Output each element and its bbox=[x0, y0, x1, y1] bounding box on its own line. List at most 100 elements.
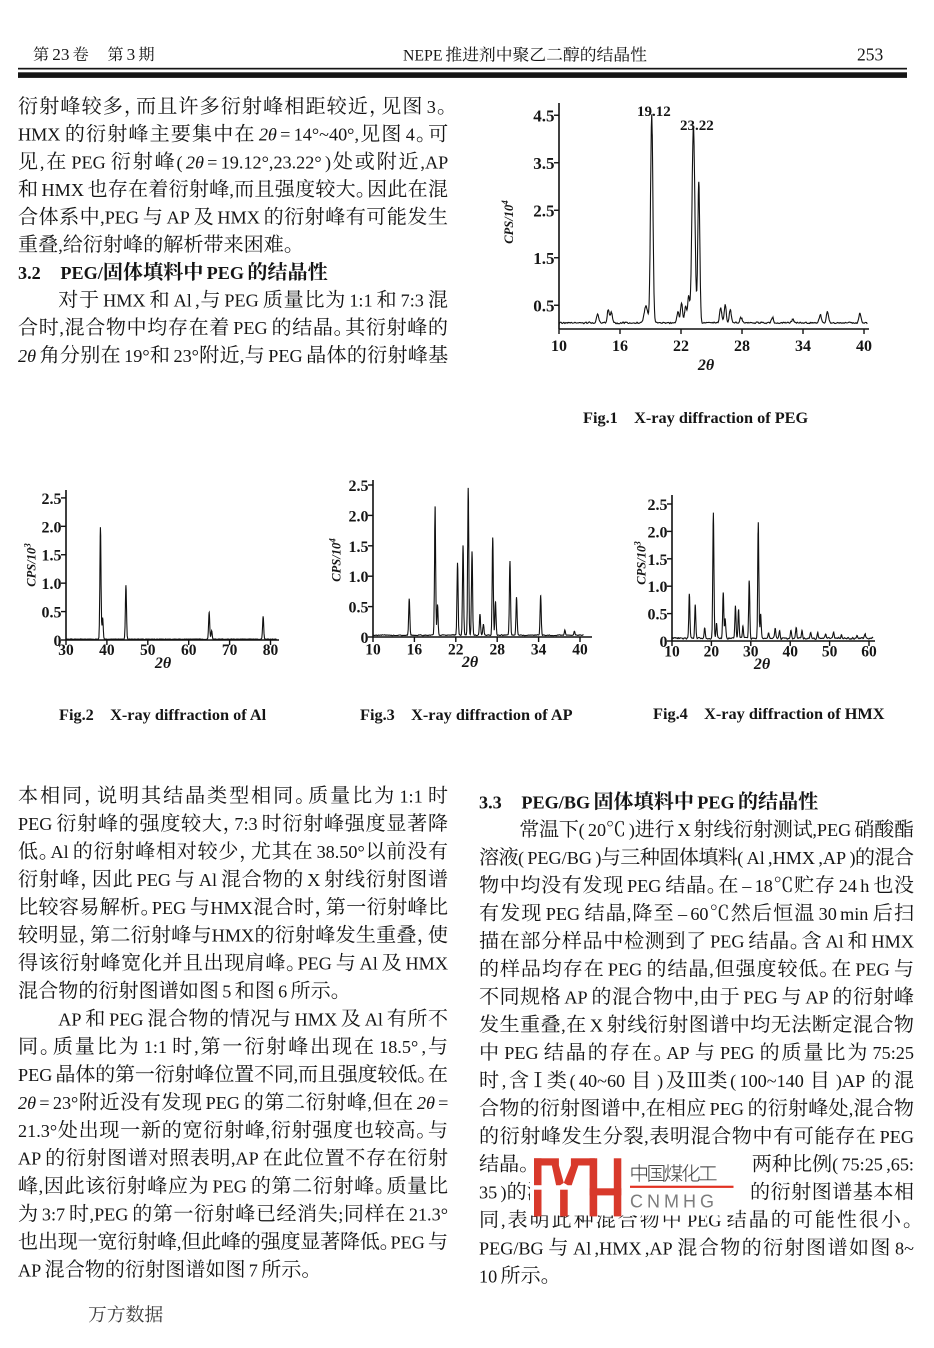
svg-text:22: 22 bbox=[448, 642, 464, 659]
svg-text:40: 40 bbox=[99, 642, 115, 659]
svg-text:14°~40°,: 14°~40°, bbox=[294, 125, 359, 145]
svg-text:2θ: 2θ bbox=[461, 654, 479, 671]
svg-text:AP: AP bbox=[58, 1009, 81, 1029]
svg-text:PEG: PEG bbox=[213, 1177, 247, 1197]
svg-text:,: , bbox=[694, 987, 699, 1007]
svg-text:1.0: 1.0 bbox=[349, 569, 369, 586]
svg-text:HMX: HMX bbox=[406, 954, 448, 974]
svg-text:(: ( bbox=[737, 848, 743, 869]
svg-text:Al: Al bbox=[365, 1009, 383, 1029]
svg-text:PEG: PEG bbox=[608, 960, 642, 980]
svg-text:,: , bbox=[644, 1127, 649, 1147]
svg-text:6: 6 bbox=[278, 981, 287, 1001]
svg-text:PEG/: PEG/ bbox=[60, 263, 103, 283]
svg-text:2θ: 2θ bbox=[417, 1093, 435, 1113]
svg-text:1.5: 1.5 bbox=[42, 548, 62, 565]
svg-text:20: 20 bbox=[704, 644, 720, 661]
svg-text:23°: 23° bbox=[173, 346, 198, 366]
svg-text:18.5°: 18.5° bbox=[379, 1037, 418, 1057]
svg-text:2.5: 2.5 bbox=[349, 478, 369, 495]
svg-text:min: min bbox=[840, 904, 868, 924]
svg-text:19.12: 19.12 bbox=[637, 104, 671, 120]
svg-text:PEG: PEG bbox=[71, 152, 105, 172]
svg-text:,PEG: ,PEG bbox=[90, 1205, 129, 1225]
svg-text:Al: Al bbox=[573, 1238, 591, 1258]
svg-text:1.5: 1.5 bbox=[533, 249, 554, 268]
svg-text:50: 50 bbox=[822, 644, 838, 661]
svg-text:0.5: 0.5 bbox=[533, 296, 554, 315]
svg-text:AP: AP bbox=[666, 1043, 689, 1063]
svg-text:,: , bbox=[59, 318, 64, 338]
svg-text:PEG: PEG bbox=[233, 318, 267, 338]
svg-text:20: 20 bbox=[588, 820, 606, 840]
svg-text:HMX: HMX bbox=[42, 180, 84, 200]
svg-text:21.3°: 21.3° bbox=[18, 1121, 57, 1141]
svg-text:HMX: HMX bbox=[210, 898, 252, 918]
svg-text:(: ( bbox=[570, 1071, 576, 1092]
svg-text:PEG/BG: PEG/BG bbox=[479, 1238, 544, 1258]
svg-text:,: , bbox=[849, 1099, 854, 1119]
svg-text:CNMHG: CNMHG bbox=[630, 1192, 718, 1212]
svg-text:=: = bbox=[438, 1093, 448, 1113]
svg-text:PEG: PEG bbox=[627, 876, 661, 896]
svg-text:PEG: PEG bbox=[18, 814, 52, 834]
svg-text:PEG: PEG bbox=[855, 960, 889, 980]
svg-text:PEG: PEG bbox=[298, 954, 332, 974]
svg-text:40: 40 bbox=[572, 642, 588, 659]
svg-text:10: 10 bbox=[479, 1266, 497, 1286]
svg-text:Al: Al bbox=[174, 291, 192, 311]
svg-text:7: 7 bbox=[249, 1260, 258, 1280]
svg-text:,HMX: ,HMX bbox=[768, 848, 815, 868]
svg-text:24: 24 bbox=[839, 876, 857, 896]
svg-text:,: , bbox=[240, 346, 245, 366]
svg-text:35: 35 bbox=[479, 1183, 497, 1203]
svg-text:Fig.3 X-ray diffraction of: Fig.3 X-ray diffraction of AP bbox=[360, 705, 573, 724]
svg-text:Al: Al bbox=[360, 954, 378, 974]
svg-text:80: 80 bbox=[263, 642, 279, 659]
svg-text:X: X bbox=[307, 870, 320, 890]
svg-text:34: 34 bbox=[795, 338, 811, 355]
svg-text:h: h bbox=[860, 876, 869, 896]
svg-text:60: 60 bbox=[690, 904, 708, 924]
svg-text:(: ( bbox=[518, 848, 524, 869]
svg-text:23°: 23° bbox=[53, 1093, 78, 1113]
svg-text:10: 10 bbox=[551, 338, 567, 355]
svg-text:,: , bbox=[194, 1037, 199, 1057]
svg-text:23.22: 23.22 bbox=[680, 118, 714, 134]
svg-text:34: 34 bbox=[531, 642, 547, 659]
svg-text:2.5: 2.5 bbox=[533, 201, 554, 220]
svg-text:,: , bbox=[58, 235, 63, 255]
svg-text:75:25: 75:25 bbox=[873, 1043, 914, 1063]
svg-text:19°: 19° bbox=[124, 346, 149, 366]
svg-text:PEG: PEG bbox=[268, 346, 302, 366]
svg-text:1:1: 1:1 bbox=[399, 786, 422, 806]
svg-text:=: = bbox=[207, 152, 217, 172]
svg-text:50: 50 bbox=[140, 642, 156, 659]
svg-text:2θ: 2θ bbox=[18, 346, 36, 366]
svg-text:7:3: 7:3 bbox=[234, 814, 257, 834]
svg-text:HMX: HMX bbox=[18, 125, 60, 145]
svg-text:19.12°,23.22°: 19.12°,23.22° bbox=[221, 152, 322, 172]
svg-text:1.5: 1.5 bbox=[349, 539, 369, 556]
svg-text:,: , bbox=[627, 904, 632, 924]
svg-text:7:3: 7:3 bbox=[401, 291, 424, 311]
svg-text:AP: AP bbox=[805, 987, 828, 1007]
svg-text:NEPE: NEPE bbox=[403, 48, 442, 65]
svg-text:100~140: 100~140 bbox=[739, 1071, 803, 1091]
svg-text:0: 0 bbox=[660, 634, 668, 651]
svg-text:3.5: 3.5 bbox=[533, 154, 554, 173]
svg-text:1:1: 1:1 bbox=[349, 291, 372, 311]
svg-text:HMX: HMX bbox=[217, 208, 259, 228]
svg-text:,PEG: ,PEG bbox=[100, 208, 139, 228]
svg-text:21.3°: 21.3° bbox=[409, 1205, 448, 1225]
svg-text:PEG: PEG bbox=[697, 792, 734, 812]
svg-text:PEG/BG: PEG/BG bbox=[527, 848, 592, 868]
svg-text:2θ: 2θ bbox=[186, 152, 204, 172]
svg-text:1.5: 1.5 bbox=[648, 552, 668, 569]
svg-text:2θ: 2θ bbox=[697, 357, 715, 374]
svg-text:=: = bbox=[280, 125, 290, 145]
svg-text:Al: Al bbox=[199, 870, 217, 890]
svg-text:=: = bbox=[39, 1093, 49, 1113]
svg-text:3.3: 3.3 bbox=[479, 792, 502, 812]
svg-text:16: 16 bbox=[407, 642, 423, 659]
